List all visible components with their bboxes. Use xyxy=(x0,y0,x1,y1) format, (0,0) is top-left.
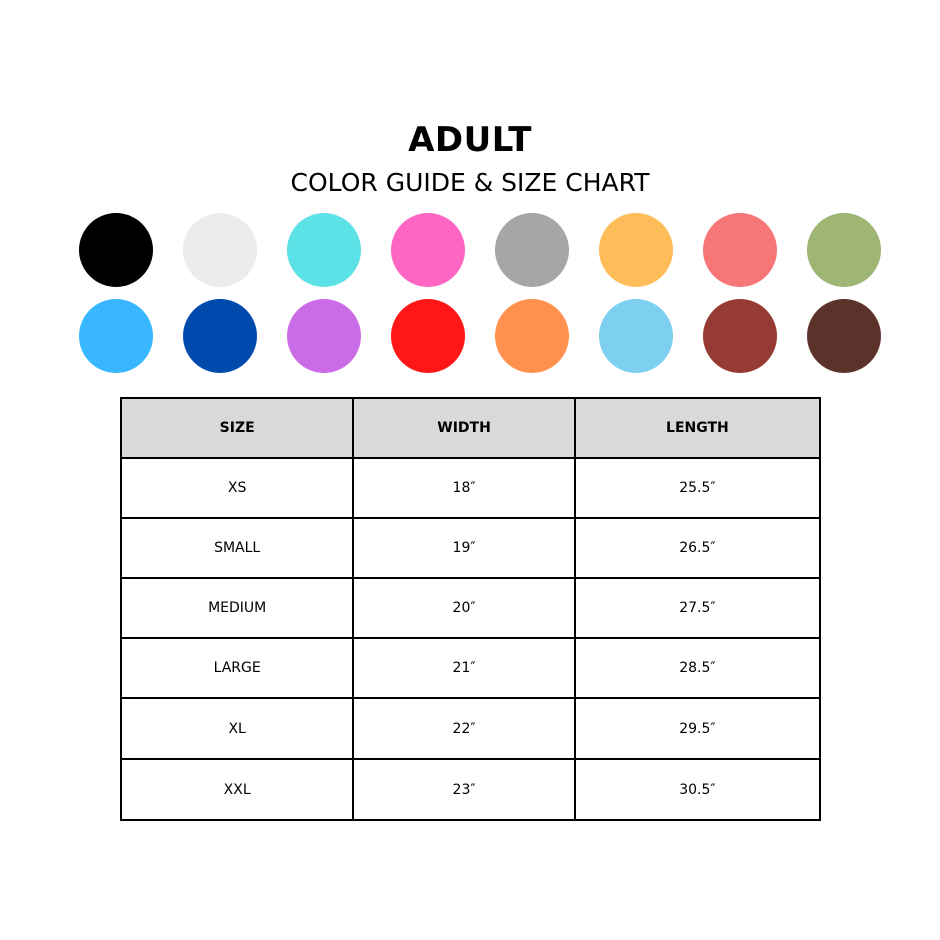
color-swatch xyxy=(391,299,465,373)
color-swatch xyxy=(599,213,673,287)
size-table: SIZE WIDTH LENGTH XS 18″ 25.5″ SMALL 19″ 26.5… xyxy=(119,397,822,821)
width-cell: 20″ xyxy=(352,577,576,639)
color-swatch xyxy=(703,299,777,373)
color-swatch xyxy=(495,299,569,373)
header-length: LENGTH xyxy=(573,397,822,459)
size-cell: LARGE xyxy=(119,637,355,699)
width-cell: 19″ xyxy=(352,517,576,579)
width-cell: 23″ xyxy=(352,758,576,821)
table-header-row: SIZE WIDTH LENGTH xyxy=(119,397,822,459)
length-cell: 27.5″ xyxy=(573,577,822,639)
table-row: SMALL 19″ 26.5″ xyxy=(119,517,822,579)
length-cell: 26.5″ xyxy=(573,517,822,579)
color-swatch xyxy=(183,299,257,373)
header-size: SIZE xyxy=(119,397,355,459)
length-cell: 28.5″ xyxy=(573,637,822,699)
table-row: XXL 23″ 30.5″ xyxy=(119,758,822,821)
color-swatch xyxy=(599,299,673,373)
size-cell: SMALL xyxy=(119,517,355,579)
header-width: WIDTH xyxy=(352,397,576,459)
length-cell: 25.5″ xyxy=(573,457,822,519)
color-swatch xyxy=(807,299,881,373)
color-swatch xyxy=(79,299,153,373)
color-swatch xyxy=(183,213,257,287)
length-cell: 29.5″ xyxy=(573,697,822,760)
color-swatch xyxy=(495,213,569,287)
size-cell: XXL xyxy=(119,758,355,821)
length-cell: 30.5″ xyxy=(573,758,822,821)
color-swatches xyxy=(79,213,881,373)
size-cell: XL xyxy=(119,697,355,760)
table-row: MEDIUM 20″ 27.5″ xyxy=(119,577,822,639)
color-swatch xyxy=(703,213,777,287)
color-swatch xyxy=(807,213,881,287)
table-row: XL 22″ 29.5″ xyxy=(119,697,822,760)
page-title: ADULT xyxy=(408,120,532,160)
color-swatch xyxy=(391,213,465,287)
width-cell: 22″ xyxy=(352,697,576,760)
color-swatch xyxy=(287,299,361,373)
table-row: LARGE 21″ 28.5″ xyxy=(119,637,822,699)
color-swatch xyxy=(287,213,361,287)
color-swatch xyxy=(79,213,153,287)
size-cell: XS xyxy=(119,457,355,519)
table-row: XS 18″ 25.5″ xyxy=(119,457,822,519)
width-cell: 18″ xyxy=(352,457,576,519)
size-cell: MEDIUM xyxy=(119,577,355,639)
page-subtitle: COLOR GUIDE & SIZE CHART xyxy=(290,168,650,197)
width-cell: 21″ xyxy=(352,637,576,699)
